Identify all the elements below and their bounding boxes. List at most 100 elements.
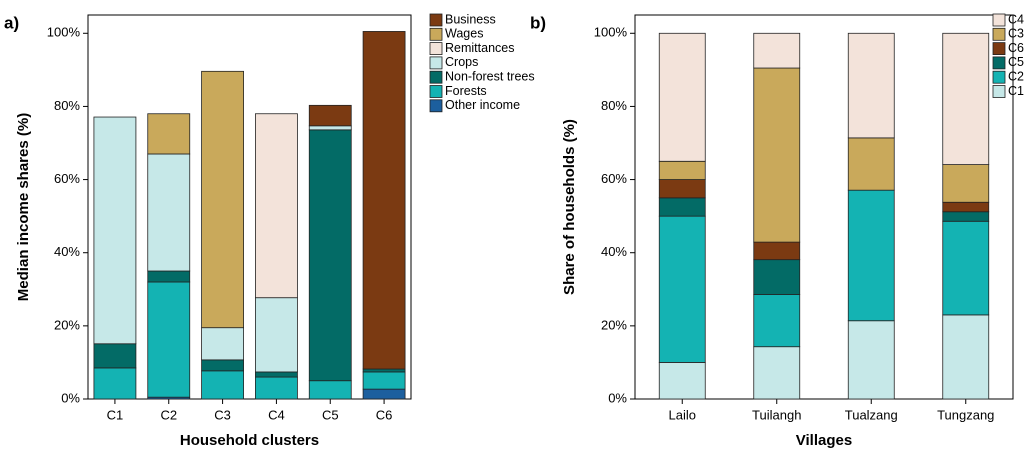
bar-segment	[753, 67, 801, 243]
bar-segment	[201, 70, 244, 329]
bar-segment	[658, 362, 706, 400]
plot-frame	[87, 14, 412, 400]
bar-segment	[308, 125, 352, 131]
legend-swatch	[992, 27, 1006, 41]
bar-segment	[255, 376, 298, 400]
bar-segment	[201, 370, 244, 400]
legend-label: C6	[1008, 41, 1024, 55]
bar-segment	[362, 388, 406, 400]
panel-label: b)	[530, 13, 546, 32]
bar-segment	[308, 129, 352, 382]
bar-segment	[847, 137, 895, 191]
bar-segment	[201, 327, 244, 361]
legend-label: C4	[1008, 12, 1024, 26]
bar-segment	[658, 215, 706, 363]
legend-swatch	[429, 70, 443, 84]
y-tick-label: 40%	[601, 244, 627, 259]
bar-segment	[308, 380, 352, 400]
legend-label: Crops	[445, 55, 478, 69]
legend-label: Non-forest trees	[445, 69, 535, 83]
bar-segment	[93, 367, 137, 400]
bar-segment	[942, 314, 990, 400]
panel-label: a)	[4, 13, 19, 32]
legend-label: C1	[1008, 84, 1024, 98]
bar-segment	[658, 32, 706, 162]
y-tick-label: 0%	[608, 390, 627, 405]
bar-segment	[362, 368, 406, 373]
legend-swatch	[429, 42, 443, 55]
bar-segment	[147, 270, 191, 283]
bar-segment	[147, 281, 191, 398]
y-tick-label: 20%	[601, 317, 627, 332]
y-tick-label: 60%	[54, 171, 80, 186]
legend-swatch	[992, 70, 1006, 84]
x-tick-label: C1	[107, 407, 124, 422]
bar-segment	[658, 197, 706, 217]
bar-segment	[93, 343, 137, 369]
legend-swatch	[429, 99, 443, 113]
x-tick-label: C5	[322, 407, 339, 422]
bar-segment	[255, 113, 298, 299]
bar-segment	[362, 31, 406, 370]
legend-label: C5	[1008, 55, 1024, 69]
bar-segment	[93, 116, 137, 345]
legend-swatch	[429, 27, 443, 41]
x-tick-label: Tualzang	[845, 407, 898, 422]
bar-segment	[847, 32, 895, 139]
legend-swatch	[992, 56, 1006, 70]
legend-swatch	[429, 13, 443, 27]
bar-segment	[942, 32, 990, 165]
x-tick-label: Tuilangh	[752, 407, 801, 422]
bar-segment	[753, 241, 801, 261]
legend-label: Wages	[445, 27, 483, 41]
x-tick-label: C6	[376, 407, 393, 422]
y-tick-label: 80%	[54, 98, 80, 113]
bar-segment	[847, 189, 895, 322]
legend-swatch	[992, 42, 1006, 55]
legend-label: Remittances	[445, 41, 514, 55]
bar-segment	[147, 113, 191, 155]
y-tick-label: 100%	[47, 25, 81, 40]
plot-frame	[634, 14, 1014, 400]
bar-segment	[658, 160, 706, 180]
x-tick-label: C4	[268, 407, 285, 422]
legend-swatch	[429, 85, 443, 98]
bar-segment	[753, 259, 801, 295]
bar-segment	[753, 294, 801, 348]
x-tick-label: C2	[160, 407, 177, 422]
y-tick-label: 80%	[601, 98, 627, 113]
bar-segment	[753, 346, 801, 400]
legend-label: C3	[1008, 27, 1024, 41]
bar-segment	[201, 359, 244, 372]
x-axis-title: Villages	[796, 432, 852, 449]
y-tick-label: 100%	[594, 25, 628, 40]
legend-label: Other income	[445, 98, 520, 112]
bar-segment	[658, 179, 706, 199]
y-tick-label: 60%	[601, 171, 627, 186]
legend-label: C2	[1008, 69, 1024, 83]
bar-segment	[753, 32, 801, 69]
bar-segment	[942, 164, 990, 203]
legend-swatch	[429, 56, 443, 70]
y-tick-label: 20%	[54, 317, 80, 332]
x-tick-label: Tungzang	[937, 407, 994, 422]
x-axis-title: Household clusters	[180, 432, 319, 449]
bar-segment	[847, 320, 895, 400]
legend-swatch	[992, 85, 1006, 98]
legend-label: Business	[445, 12, 496, 26]
bar-segment	[942, 201, 990, 213]
bar-segment	[308, 104, 352, 127]
y-tick-label: 40%	[54, 244, 80, 259]
x-tick-label: Lailo	[669, 407, 696, 422]
bar-segment	[362, 371, 406, 390]
bar-segment	[942, 220, 990, 316]
legend-label: Forests	[445, 84, 487, 98]
x-tick-label: C3	[214, 407, 231, 422]
y-axis-title: Share of households (%)	[561, 119, 578, 295]
legend-swatch	[992, 13, 1006, 27]
bar-segment	[255, 371, 298, 378]
y-tick-label: 0%	[61, 390, 80, 405]
bar-segment	[942, 211, 990, 222]
bar-segment	[255, 297, 298, 373]
